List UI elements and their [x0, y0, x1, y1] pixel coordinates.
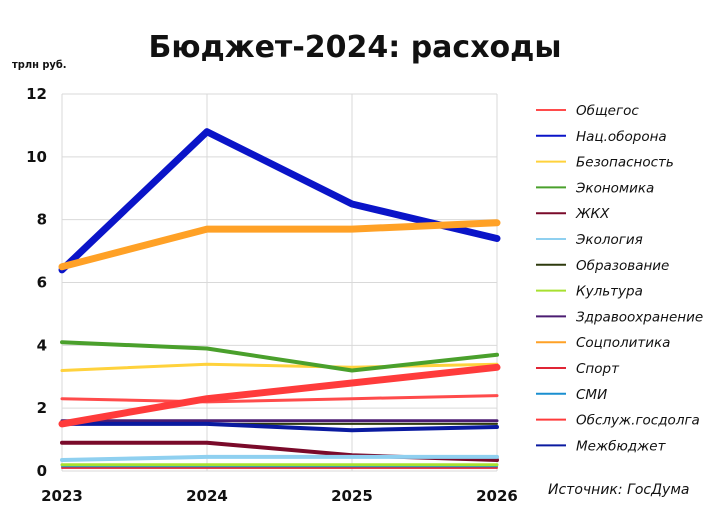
legend-label: Образование	[576, 258, 669, 274]
y-tick-label: 2	[37, 399, 47, 417]
legend-label: Межбюджет	[576, 438, 667, 454]
y-axis-ticks: 0 2 4 6 8 10 12	[26, 85, 47, 480]
y-tick-label: 10	[26, 148, 47, 166]
legend-label: Безопасность	[576, 155, 674, 171]
legend-label: Экономика	[575, 180, 654, 196]
legend-label: Здравоохранение	[576, 309, 703, 325]
legend-label: СМИ	[576, 387, 607, 403]
series-line-1	[60, 394, 499, 404]
x-tick-label: 2024	[186, 487, 228, 505]
x-tick-label: 2023	[41, 487, 83, 505]
legend: Общегос Нац.оборона Безопасность Экономика Ж…	[536, 103, 703, 454]
legend-label: ЖКХ	[575, 206, 610, 222]
y-tick-label: 4	[37, 336, 47, 354]
legend-label: Общегос	[576, 103, 639, 119]
series-line-3	[60, 362, 499, 372]
series-line-10	[58, 219, 501, 271]
y-tick-label: 12	[26, 85, 47, 103]
series-line-4	[60, 340, 499, 373]
source-note: Источник: ГосДума	[548, 482, 689, 498]
legend-label: Культура	[576, 284, 643, 300]
legend-label: Соцполитика	[576, 335, 670, 351]
x-axis-ticks: 2023 2024 2025 2026	[41, 487, 518, 505]
y-tick-label: 6	[37, 274, 47, 292]
y-axis-unit-label: трлн руб.	[12, 58, 67, 71]
chart-title: Бюджет-2024: расходы	[148, 30, 561, 65]
legend-label: Нац.оборона	[576, 129, 667, 145]
y-tick-label: 0	[37, 462, 47, 480]
legend-label: Обслуж.госдолга	[576, 413, 700, 429]
series-line-13	[58, 363, 501, 428]
legend-label: Спорт	[576, 361, 620, 377]
series-lines	[58, 128, 501, 469]
series-line-6	[60, 454, 499, 462]
legend-label: Экология	[575, 232, 643, 248]
series-line-2	[58, 128, 501, 274]
x-tick-label: 2026	[476, 487, 518, 505]
series-line-14	[60, 421, 499, 433]
x-tick-label: 2025	[331, 487, 373, 505]
y-tick-label: 8	[37, 211, 47, 229]
